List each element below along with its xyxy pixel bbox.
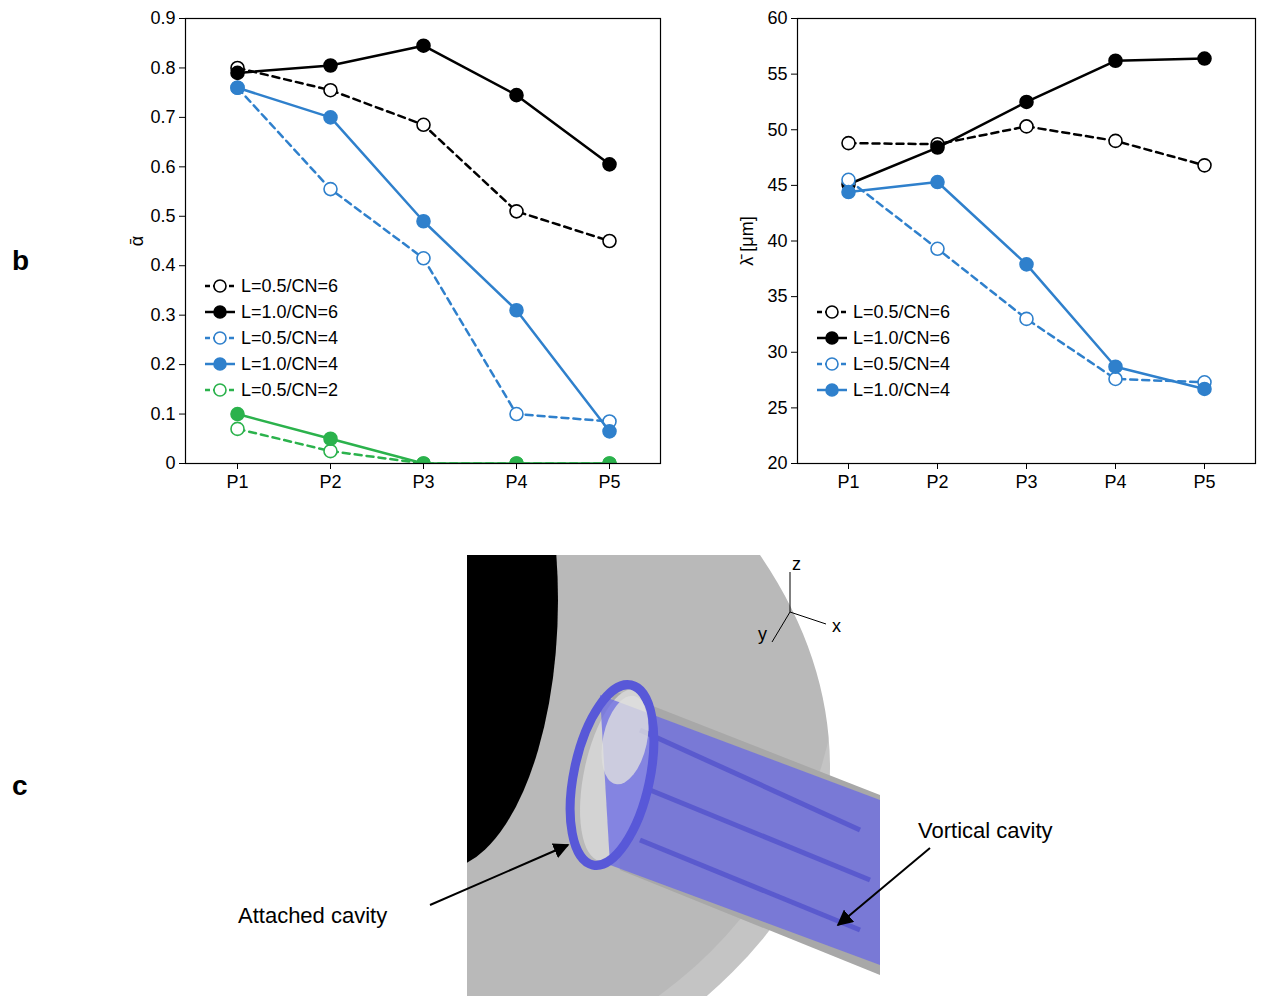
svg-text:P1: P1 xyxy=(837,472,859,492)
svg-text:40: 40 xyxy=(767,231,787,251)
svg-text:ᾱ: ᾱ xyxy=(127,236,147,246)
html-text:L=1.0/CN=4: L=1.0/CN=4 xyxy=(241,354,339,374)
svg-text:P1: P1 xyxy=(226,472,248,492)
svg-text:45: 45 xyxy=(767,175,787,195)
html-text:L=0.5/CN=6: L=0.5/CN=6 xyxy=(853,302,951,322)
svg-text:0.2: 0.2 xyxy=(150,354,175,374)
svg-text:P4: P4 xyxy=(1104,472,1126,492)
html-text:L=0.5/CN=4: L=0.5/CN=4 xyxy=(241,328,339,348)
html-text:L=0.5/CN=6: L=0.5/CN=6 xyxy=(241,276,339,296)
html-text:c: c xyxy=(12,770,28,801)
svg-text:60: 60 xyxy=(767,8,787,28)
svg-text:0.9: 0.9 xyxy=(150,8,175,28)
svg-text:55: 55 xyxy=(767,64,787,84)
svg-text:0.1: 0.1 xyxy=(150,404,175,424)
html-text:L=1.0/CN=6: L=1.0/CN=6 xyxy=(241,302,339,322)
svg-text:P3: P3 xyxy=(1015,472,1037,492)
html-text:L=0.5/CN=2: L=0.5/CN=2 xyxy=(241,380,339,400)
svg-text:35: 35 xyxy=(767,286,787,306)
svg-text:30: 30 xyxy=(767,342,787,362)
svg-text:P4: P4 xyxy=(505,472,527,492)
svg-text:P3: P3 xyxy=(412,472,434,492)
svg-text:Vortical cavity: Vortical cavity xyxy=(918,818,1053,843)
svg-text:0.7: 0.7 xyxy=(150,107,175,127)
svg-text:z: z xyxy=(792,554,801,574)
svg-text:0.6: 0.6 xyxy=(150,157,175,177)
svg-text:x: x xyxy=(832,616,841,636)
svg-text:Attached cavity: Attached cavity xyxy=(238,903,387,928)
svg-text:0: 0 xyxy=(165,453,175,473)
svg-text:P5: P5 xyxy=(598,472,620,492)
svg-text:0.8: 0.8 xyxy=(150,58,175,78)
svg-text:50: 50 xyxy=(767,120,787,140)
svg-text:0.5: 0.5 xyxy=(150,206,175,226)
svg-text:P2: P2 xyxy=(319,472,341,492)
svg-text:0.3: 0.3 xyxy=(150,305,175,325)
html-text:L=1.0/CN=6: L=1.0/CN=6 xyxy=(853,328,951,348)
svg-text:P2: P2 xyxy=(926,472,948,492)
svg-text:0.4: 0.4 xyxy=(150,255,175,275)
svg-text:λ̄ [μm]: λ̄ [μm] xyxy=(737,216,757,265)
html-text:L=1.0/CN=4: L=1.0/CN=4 xyxy=(853,380,951,400)
html-text:L=0.5/CN=4: L=0.5/CN=4 xyxy=(853,354,951,374)
svg-text:P5: P5 xyxy=(1193,472,1215,492)
html-text:b: b xyxy=(12,245,30,276)
svg-text:20: 20 xyxy=(767,453,787,473)
svg-text:y: y xyxy=(758,624,767,644)
svg-text:25: 25 xyxy=(767,398,787,418)
